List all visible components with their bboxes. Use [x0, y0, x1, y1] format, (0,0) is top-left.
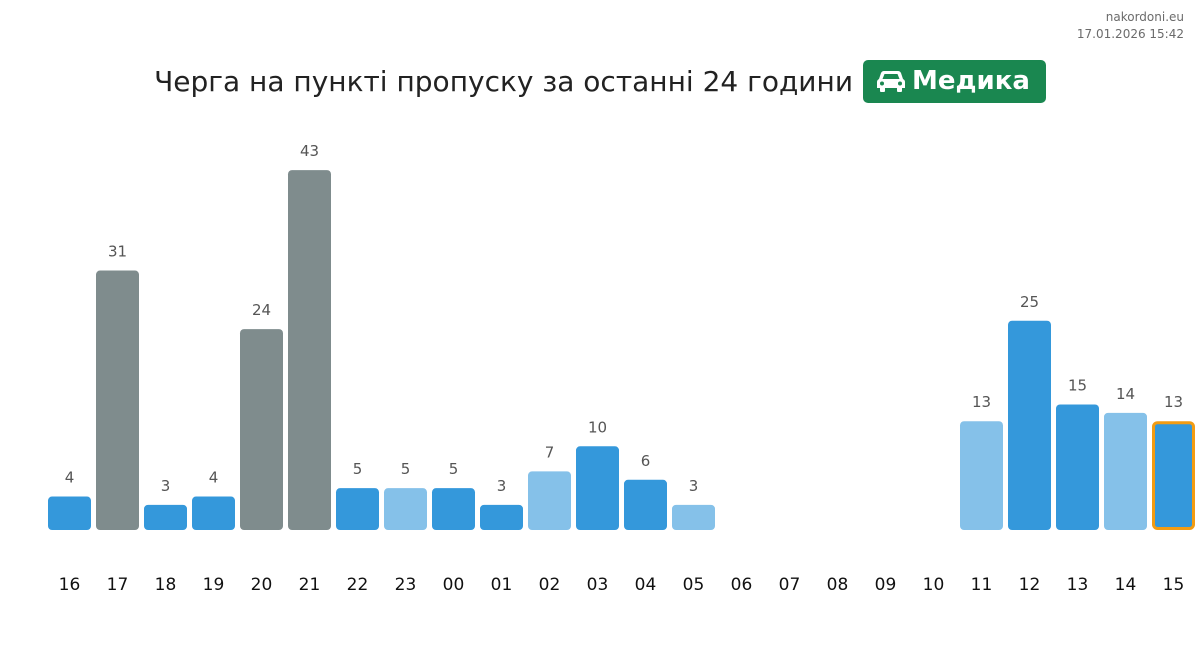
x-tick-label: 06: [731, 575, 753, 595]
bar: [96, 270, 139, 530]
x-tick-label: 08: [827, 575, 849, 595]
x-tick-label: 22: [347, 575, 369, 595]
x-tick-label: 09: [875, 575, 897, 595]
bar-value-label: 14: [1116, 385, 1135, 403]
bar: [1056, 404, 1099, 530]
x-tick-label: 05: [683, 575, 705, 595]
source-timestamp: 17.01.2026 15:42: [1076, 27, 1184, 41]
x-tick-label: 00: [443, 575, 465, 595]
bar: [528, 471, 571, 530]
bar: [432, 488, 475, 530]
bar-value-label: 3: [161, 477, 171, 495]
bar-value-label: 43: [300, 142, 319, 160]
x-tick-label: 13: [1067, 575, 1089, 595]
bar-value-label: 4: [209, 469, 219, 487]
bar-value-label: 7: [545, 443, 555, 461]
bar-value-label: 13: [1164, 393, 1183, 411]
x-tick-label: 16: [59, 575, 81, 595]
x-tick-label: 17: [107, 575, 129, 595]
bar: [480, 504, 523, 530]
x-tick-label: 11: [971, 575, 993, 595]
bar-value-label: 4: [65, 469, 75, 487]
bar: [144, 504, 187, 530]
x-tick-label: 07: [779, 575, 801, 595]
x-tick-label: 10: [923, 575, 945, 595]
car-icon: [877, 71, 906, 92]
source-site: nakordoni.eu: [1105, 10, 1184, 24]
source-info: nakordoni.eu 17.01.2026 15:42: [1077, 9, 1184, 43]
bar-value-label: 3: [497, 477, 507, 495]
bar: [672, 504, 715, 530]
bar-highlighted: [1152, 421, 1195, 530]
bar-value-label: 5: [401, 460, 411, 478]
bar-value-label: 10: [588, 418, 607, 436]
x-tick-label: 02: [539, 575, 561, 595]
bar-value-label: 13: [972, 393, 991, 411]
bar-value-label: 25: [1020, 293, 1039, 311]
bar-value-label: 5: [449, 460, 459, 478]
bar: [384, 488, 427, 530]
bar: [1104, 412, 1147, 530]
bar: [192, 496, 235, 530]
x-tick-label: 01: [491, 575, 513, 595]
bar: [336, 488, 379, 530]
x-tick-label: 19: [203, 575, 225, 595]
bar-value-label: 24: [252, 301, 271, 319]
bar: [288, 170, 331, 530]
x-tick-label: 12: [1019, 575, 1041, 595]
bar: [624, 479, 667, 530]
bar-value-label: 5: [353, 460, 363, 478]
bar: [576, 446, 619, 530]
x-tick-label: 23: [395, 575, 417, 595]
bar: [48, 496, 91, 530]
checkpoint-name: Медика: [912, 66, 1030, 96]
bar-value-label: 6: [641, 452, 651, 470]
x-tick-label: 18: [155, 575, 177, 595]
bar: [1008, 320, 1051, 530]
x-tick-label: 20: [251, 575, 273, 595]
x-tick-label: 21: [299, 575, 321, 595]
bar: [960, 421, 1003, 530]
bar-value-label: 15: [1068, 376, 1087, 394]
bar: [240, 329, 283, 530]
chart-header: Черга на пункті пропуску за останні 24 г…: [0, 59, 1200, 103]
bar-value-label: 31: [108, 243, 127, 261]
chart-title: Черга на пункті пропуску за останні 24 г…: [154, 64, 854, 98]
bar-value-label: 3: [689, 477, 699, 495]
x-tick-label: 14: [1115, 575, 1137, 595]
x-tick-label: 03: [587, 575, 609, 595]
checkpoint-badge: Медика: [863, 59, 1046, 103]
x-tick-label: 15: [1163, 575, 1185, 595]
x-tick-label: 04: [635, 575, 657, 595]
